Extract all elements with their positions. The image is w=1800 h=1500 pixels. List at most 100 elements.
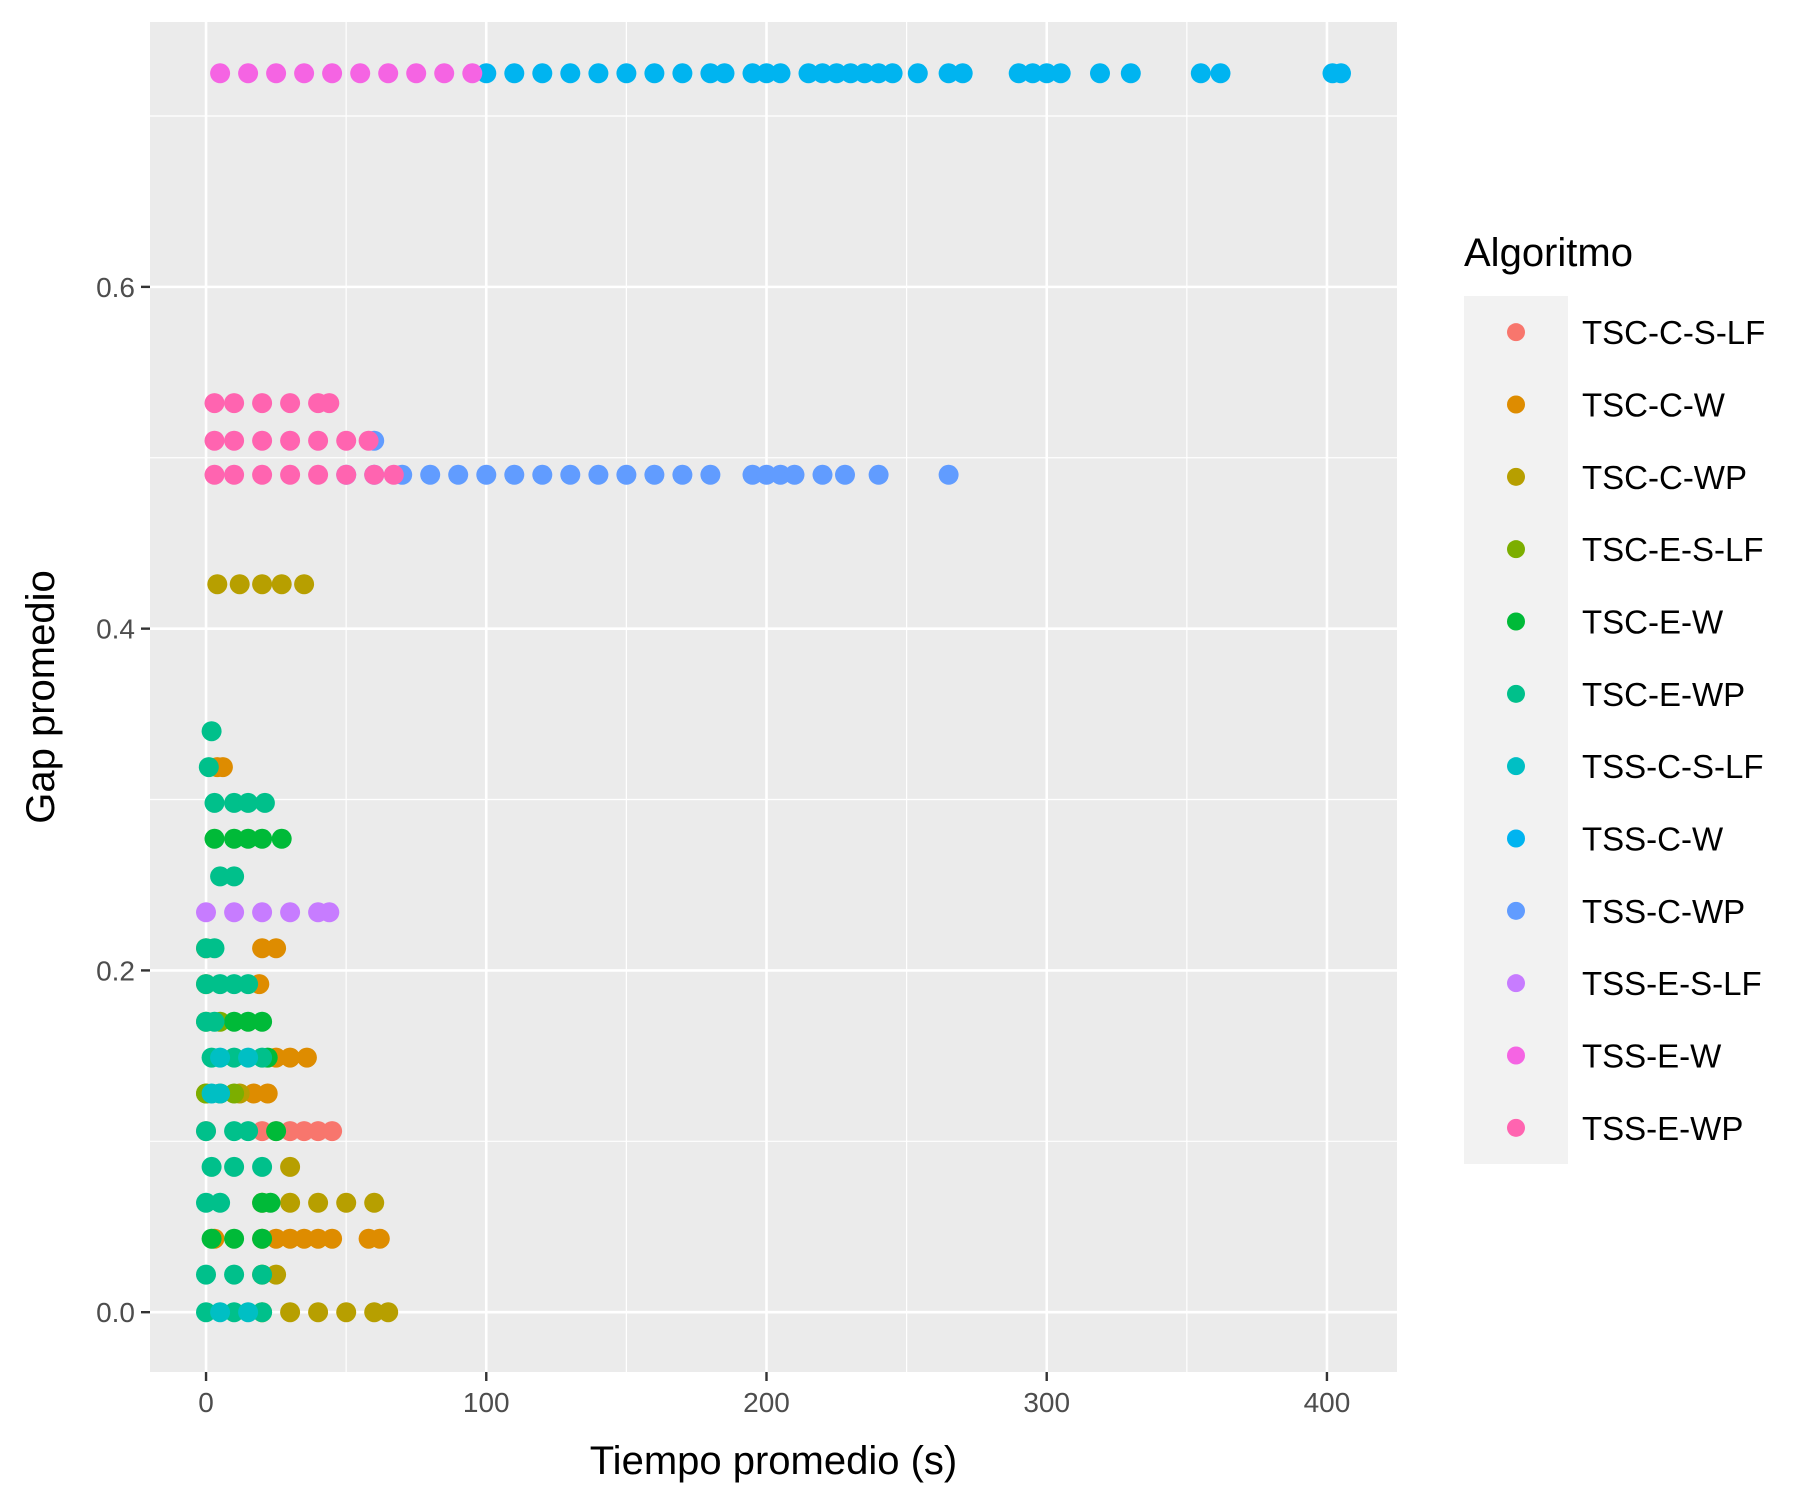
data-point <box>204 828 225 849</box>
data-point <box>224 1264 245 1285</box>
data-point <box>196 1302 216 1323</box>
data-point <box>201 721 222 742</box>
data-point <box>784 464 805 485</box>
data-point <box>280 430 301 451</box>
data-point <box>224 1121 245 1142</box>
data-point <box>238 1011 259 1032</box>
axes: 0 100 200 300 400 0.0 0.2 0.4 0.6 <box>96 272 1350 1418</box>
data-point <box>280 1302 301 1323</box>
data-point <box>294 63 315 84</box>
data-point <box>224 792 245 813</box>
data-point <box>504 464 525 485</box>
data-point <box>308 1192 329 1213</box>
data-point <box>252 1121 273 1142</box>
data-point <box>252 938 273 959</box>
data-point <box>280 1192 301 1213</box>
data-point <box>294 1228 315 1249</box>
legend-items: TSC-C-S-LF TSC-C-W TSC-C-WP TSC-E-S-LF TSC-E… <box>1507 314 1765 1147</box>
legend-key <box>1507 612 1525 631</box>
data-point <box>812 464 833 485</box>
data-point <box>448 464 469 485</box>
legend-key <box>1507 901 1525 920</box>
data-point <box>672 464 693 485</box>
data-point <box>840 63 861 84</box>
data-point <box>476 464 497 485</box>
legend-key <box>1507 974 1525 993</box>
legend-title: Algoritmo <box>1464 231 1633 275</box>
data-point <box>812 63 833 84</box>
data-point <box>196 1264 216 1285</box>
data-point <box>1120 63 1141 84</box>
data-point <box>1050 63 1071 84</box>
legend-key <box>1507 467 1525 486</box>
data-point <box>257 1083 278 1104</box>
legend-label: TSS-C-W <box>1582 821 1724 858</box>
x-tick-label: 400 <box>1304 1387 1351 1418</box>
data-point <box>280 902 301 923</box>
data-point <box>882 63 903 84</box>
data-point <box>224 1047 245 1068</box>
data-point <box>210 1047 231 1068</box>
data-point <box>308 1228 329 1249</box>
data-point <box>798 63 819 84</box>
data-point <box>201 1156 222 1177</box>
data-point <box>204 393 225 414</box>
data-point <box>204 464 225 485</box>
legend-key <box>1507 829 1525 848</box>
legend-label: TSS-C-WP <box>1582 893 1745 930</box>
data-point <box>383 464 404 485</box>
data-point <box>252 1047 273 1068</box>
grid-lines <box>150 22 1397 1372</box>
data-point <box>938 464 959 485</box>
data-point <box>322 1121 343 1142</box>
data-point <box>476 63 497 84</box>
data-point <box>1331 63 1351 84</box>
data-point <box>252 464 273 485</box>
data-point <box>616 464 637 485</box>
legend-key <box>1507 323 1525 342</box>
data-point <box>224 464 245 485</box>
data-point <box>560 63 581 84</box>
data-point <box>224 974 245 995</box>
data-point <box>644 464 665 485</box>
data-point <box>243 1083 264 1104</box>
legend: Algoritmo TSC-C-S-LF TSC-C-W TSC-C-WP TSC-E… <box>1464 231 1765 1164</box>
data-point <box>212 757 233 778</box>
data-point <box>364 1192 385 1213</box>
data-point <box>616 63 637 84</box>
data-point <box>196 1121 216 1142</box>
y-tick-label: 0.6 <box>96 272 135 303</box>
data-point <box>204 938 225 959</box>
data-point <box>254 792 275 813</box>
data-point <box>266 938 287 959</box>
data-point <box>210 1192 231 1213</box>
data-point <box>308 1121 329 1142</box>
x-tick-label: 300 <box>1023 1387 1070 1418</box>
x-tick-label: 0 <box>198 1387 214 1418</box>
data-point <box>835 464 855 485</box>
data-point <box>714 63 735 84</box>
data-point <box>868 464 889 485</box>
y-tick-label: 0.0 <box>96 1297 135 1328</box>
data-point <box>756 63 777 84</box>
data-point <box>204 430 225 451</box>
legend-key <box>1507 684 1525 703</box>
data-point <box>224 1156 245 1177</box>
data-point <box>238 792 259 813</box>
data-point <box>308 1302 329 1323</box>
data-point <box>266 1121 287 1142</box>
data-point <box>462 63 483 84</box>
data-point <box>252 1264 273 1285</box>
data-point <box>224 1302 245 1323</box>
data-point <box>868 63 889 84</box>
y-axis-title: Gap promedio <box>19 570 63 823</box>
data-point <box>1090 63 1110 84</box>
x-tick-label: 100 <box>463 1387 510 1418</box>
y-tick-label: 0.2 <box>96 955 135 986</box>
data-point <box>826 63 847 84</box>
data-point <box>280 464 301 485</box>
data-point <box>204 1011 225 1032</box>
data-point <box>210 1083 231 1104</box>
data-point <box>322 63 343 84</box>
data-point <box>1190 63 1211 84</box>
